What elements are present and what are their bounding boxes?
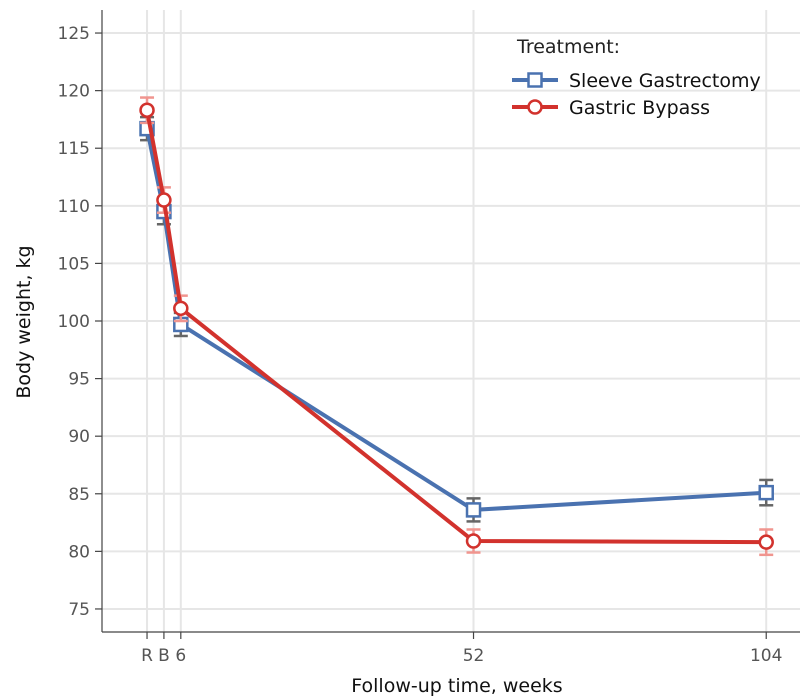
series-gastric-bypass: [139, 96, 774, 557]
y-tick-label: 90: [68, 427, 90, 447]
y-tick-label: 95: [68, 370, 90, 390]
y-tick-label: 110: [58, 197, 90, 217]
y-axis-title: Body weight, kg: [13, 245, 35, 398]
axes: [95, 10, 800, 639]
legend-swatch-marker: [527, 72, 543, 88]
x-tick-label: R: [141, 646, 153, 666]
data-point: [465, 533, 482, 549]
y-tick-label: 80: [68, 542, 90, 562]
data-point: [465, 502, 482, 518]
legend-label: Gastric Bypass: [569, 97, 710, 119]
legend-swatch-marker: [527, 99, 543, 115]
series-line: [145, 109, 767, 545]
y-tick-labels: 75 80 85 90 95 100 105 110 115 120 125: [58, 24, 90, 620]
legend-title: Treatment:: [516, 36, 620, 58]
data-point: [173, 300, 189, 317]
x-axis-title: Follow-up time, weeks: [351, 675, 562, 697]
data-point: [758, 534, 774, 550]
data-point: [156, 192, 172, 208]
legend-label: Sleeve Gastrectomy: [569, 70, 761, 92]
y-tick-label: 100: [58, 312, 90, 332]
data-point: [139, 102, 155, 118]
legend: Treatment: Sleeve Gastrectomy Gastric Byp…: [512, 36, 761, 119]
y-tick-label: 75: [68, 600, 90, 620]
series-layer: [139, 96, 774, 557]
x-tick-label: 52: [463, 646, 485, 666]
x-tick-label: B: [158, 646, 170, 666]
x-tick-labels: R B 6 52 104: [141, 646, 782, 666]
x-tick-label: 6: [175, 646, 186, 666]
y-tick-label: 120: [58, 82, 90, 102]
data-point: [758, 484, 774, 501]
series-line: [145, 128, 767, 512]
x-tick-label: 104: [750, 646, 782, 666]
y-tick-label: 85: [68, 485, 90, 505]
y-tick-label: 105: [58, 254, 90, 274]
y-tick-label: 125: [58, 24, 90, 44]
series-sleeve-gastrectomy: [139, 115, 774, 523]
y-tick-label: 115: [58, 139, 90, 159]
